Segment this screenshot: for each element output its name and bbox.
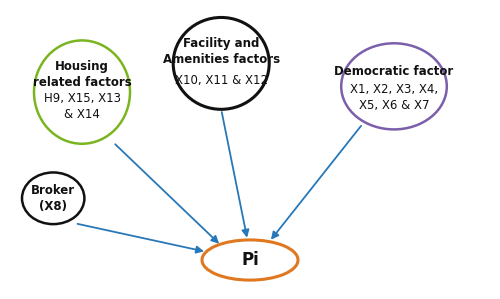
Ellipse shape bbox=[341, 43, 447, 129]
Text: Pi: Pi bbox=[241, 251, 259, 269]
Ellipse shape bbox=[34, 40, 130, 144]
Text: H9, X15, X13
& X14: H9, X15, X13 & X14 bbox=[44, 92, 120, 121]
Text: X1, X2, X3, X4,
X5, X6 & X7: X1, X2, X3, X4, X5, X6 & X7 bbox=[350, 83, 438, 112]
Ellipse shape bbox=[22, 173, 84, 224]
Text: Housing
related factors: Housing related factors bbox=[32, 60, 132, 89]
Ellipse shape bbox=[202, 240, 298, 280]
Ellipse shape bbox=[173, 17, 269, 109]
Text: Broker
(X8): Broker (X8) bbox=[31, 184, 76, 213]
Text: Democratic factor: Democratic factor bbox=[334, 65, 454, 79]
Text: X10, X11 & X12: X10, X11 & X12 bbox=[174, 74, 268, 87]
Text: Facility and
Amenities factors: Facility and Amenities factors bbox=[162, 37, 280, 66]
